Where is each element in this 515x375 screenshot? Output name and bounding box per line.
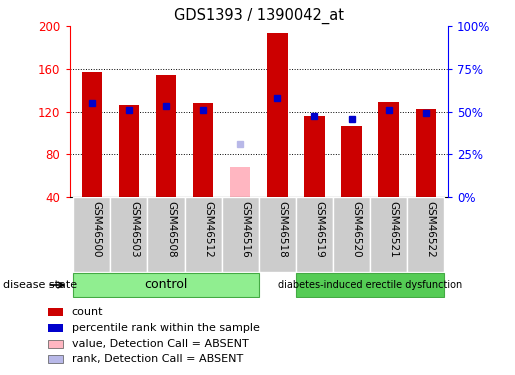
- Bar: [296, 273, 444, 297]
- Text: diabetes-induced erectile dysfunction: diabetes-induced erectile dysfunction: [278, 280, 462, 290]
- Text: GSM46503: GSM46503: [129, 201, 139, 257]
- Text: GSM46518: GSM46518: [278, 201, 287, 257]
- Text: GSM46512: GSM46512: [203, 201, 213, 257]
- Text: rank, Detection Call = ABSENT: rank, Detection Call = ABSENT: [72, 354, 243, 364]
- Bar: [296, 197, 333, 272]
- Bar: [259, 197, 296, 272]
- Bar: [221, 197, 259, 272]
- Text: value, Detection Call = ABSENT: value, Detection Call = ABSENT: [72, 339, 248, 349]
- Text: GSM46522: GSM46522: [426, 201, 436, 257]
- Bar: [193, 103, 213, 197]
- Bar: [370, 197, 407, 272]
- Bar: [230, 167, 250, 197]
- Bar: [73, 273, 259, 297]
- Bar: [147, 197, 184, 272]
- Bar: [48, 324, 63, 332]
- Text: percentile rank within the sample: percentile rank within the sample: [72, 323, 260, 333]
- Text: count: count: [72, 307, 103, 317]
- Bar: [48, 308, 63, 316]
- Text: GSM46520: GSM46520: [352, 201, 362, 257]
- Bar: [184, 197, 221, 272]
- Bar: [416, 110, 436, 197]
- Bar: [156, 75, 176, 197]
- Text: disease state: disease state: [3, 280, 77, 290]
- Text: GSM46508: GSM46508: [166, 201, 176, 257]
- Bar: [304, 116, 324, 197]
- Bar: [333, 197, 370, 272]
- Text: control: control: [144, 279, 187, 291]
- Text: GSM46521: GSM46521: [389, 201, 399, 257]
- Text: GSM46519: GSM46519: [315, 201, 324, 257]
- Title: GDS1393 / 1390042_at: GDS1393 / 1390042_at: [174, 7, 344, 24]
- Bar: [407, 197, 444, 272]
- Bar: [73, 197, 110, 272]
- Bar: [341, 126, 362, 197]
- Bar: [48, 340, 63, 348]
- Bar: [118, 105, 139, 197]
- Bar: [379, 102, 399, 197]
- Bar: [110, 197, 147, 272]
- Bar: [48, 356, 63, 363]
- Bar: [267, 33, 287, 197]
- Bar: [81, 72, 102, 197]
- Text: GSM46500: GSM46500: [92, 201, 102, 257]
- Text: GSM46516: GSM46516: [240, 201, 250, 257]
